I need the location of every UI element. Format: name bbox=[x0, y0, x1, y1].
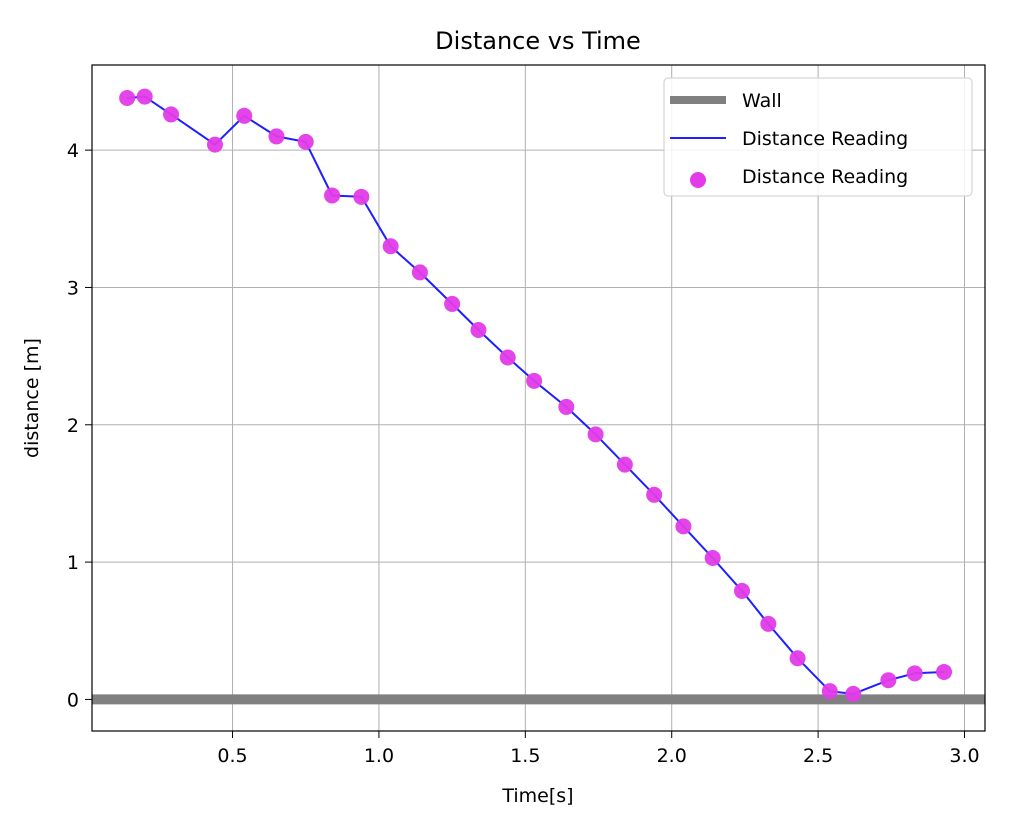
data-point-distance-reading bbox=[382, 238, 399, 255]
x-tick-label: 0.5 bbox=[217, 745, 247, 767]
data-point-distance-reading bbox=[268, 128, 285, 145]
x-tick-label: 1.0 bbox=[364, 745, 394, 767]
y-tick-label: 0 bbox=[67, 689, 79, 711]
data-point-distance-reading bbox=[616, 456, 633, 473]
y-tick-label: 2 bbox=[67, 415, 79, 437]
data-point-distance-reading bbox=[704, 549, 721, 566]
legend: Wall Distance Reading Distance Reading bbox=[663, 77, 973, 197]
data-point-distance-reading bbox=[470, 322, 487, 339]
legend-label: Distance Reading bbox=[742, 166, 908, 188]
legend-box bbox=[663, 77, 973, 197]
data-point-distance-reading bbox=[880, 672, 897, 689]
data-point-distance-reading bbox=[353, 188, 370, 205]
y-tick-label: 1 bbox=[67, 552, 79, 574]
legend-label: Distance Reading bbox=[742, 128, 908, 150]
data-point-distance-reading bbox=[675, 518, 692, 535]
x-tick-label: 1.5 bbox=[510, 745, 540, 767]
data-point-distance-reading bbox=[526, 372, 543, 389]
data-point-distance-reading bbox=[236, 107, 253, 124]
data-point-distance-reading bbox=[936, 663, 953, 680]
legend-swatch-dot bbox=[690, 172, 706, 188]
y-tick-label: 3 bbox=[67, 277, 79, 299]
y-axis-label: distance [m] bbox=[21, 338, 43, 458]
data-point-distance-reading bbox=[646, 486, 663, 503]
x-tick-label: 3.0 bbox=[949, 745, 979, 767]
x-tick-label: 2.0 bbox=[657, 745, 687, 767]
data-point-distance-reading bbox=[789, 650, 806, 667]
data-point-distance-reading bbox=[163, 106, 180, 123]
data-point-distance-reading bbox=[499, 349, 516, 366]
x-axis-label: Time[s] bbox=[501, 785, 573, 807]
data-point-distance-reading bbox=[821, 683, 838, 700]
data-point-distance-reading bbox=[206, 136, 223, 153]
y-tick-label: 4 bbox=[67, 140, 79, 162]
data-point-distance-reading bbox=[558, 398, 575, 415]
x-tick-label: 2.5 bbox=[803, 745, 833, 767]
plot-frame bbox=[91, 64, 986, 732]
data-point-distance-reading bbox=[906, 665, 923, 682]
data-point-distance-reading bbox=[444, 295, 461, 312]
data-point-distance-reading bbox=[324, 187, 341, 204]
chart-title: Distance vs Time bbox=[435, 27, 641, 55]
point-layer bbox=[119, 88, 953, 702]
data-point-distance-reading bbox=[297, 133, 314, 150]
data-point-distance-reading bbox=[760, 615, 777, 632]
data-point-distance-reading bbox=[845, 685, 862, 702]
data-point-distance-reading bbox=[136, 88, 153, 105]
legend-label: Wall bbox=[742, 90, 782, 112]
data-point-distance-reading bbox=[119, 89, 136, 106]
data-point-distance-reading bbox=[587, 426, 604, 443]
data-point-distance-reading bbox=[411, 264, 428, 281]
data-point-distance-reading bbox=[733, 582, 750, 599]
axis-layer: 0.5 1.0 1.5 2.0 2.5 3.0 0 1 2 3 4 bbox=[67, 64, 986, 767]
